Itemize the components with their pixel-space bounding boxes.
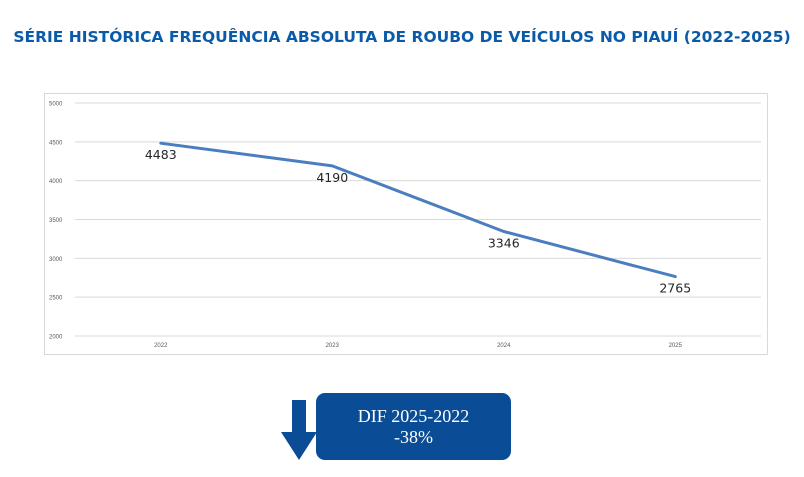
x-tick-label: 2023 [326, 343, 340, 349]
data-label: 4190 [316, 170, 348, 185]
x-tick-label: 2022 [154, 343, 168, 349]
difference-box: DIF 2025-2022 -38% [316, 393, 511, 460]
y-tick-label: 3000 [49, 257, 63, 263]
y-tick-label: 2000 [49, 335, 63, 341]
data-label: 4483 [145, 147, 177, 162]
data-label: 2765 [659, 281, 691, 296]
chart-canvas: 2000 2500 3000 3500 4000 4500 5000 2022 2023 202… [49, 102, 761, 349]
line-chart: 2000 2500 3000 3500 4000 4500 5000 2022 2023 202… [44, 93, 768, 355]
chart-title: SÉRIE HISTÓRICA FREQUÊNCIA ABSOLUTA DE R… [13, 28, 791, 46]
y-tick-label: 3500 [49, 218, 63, 224]
y-tick-label: 4000 [49, 179, 63, 185]
difference-value: -38% [394, 426, 433, 447]
x-tick-label: 2025 [669, 343, 683, 349]
y-tick-label: 4500 [49, 140, 63, 146]
x-tick-label: 2024 [497, 343, 511, 349]
data-label: 3346 [488, 235, 520, 250]
series-line [159, 141, 677, 279]
y-tick-label: 5000 [49, 102, 63, 108]
difference-label: DIF 2025-2022 [357, 405, 470, 426]
arrow-down-icon [281, 400, 317, 460]
y-tick-label: 2500 [49, 296, 63, 302]
